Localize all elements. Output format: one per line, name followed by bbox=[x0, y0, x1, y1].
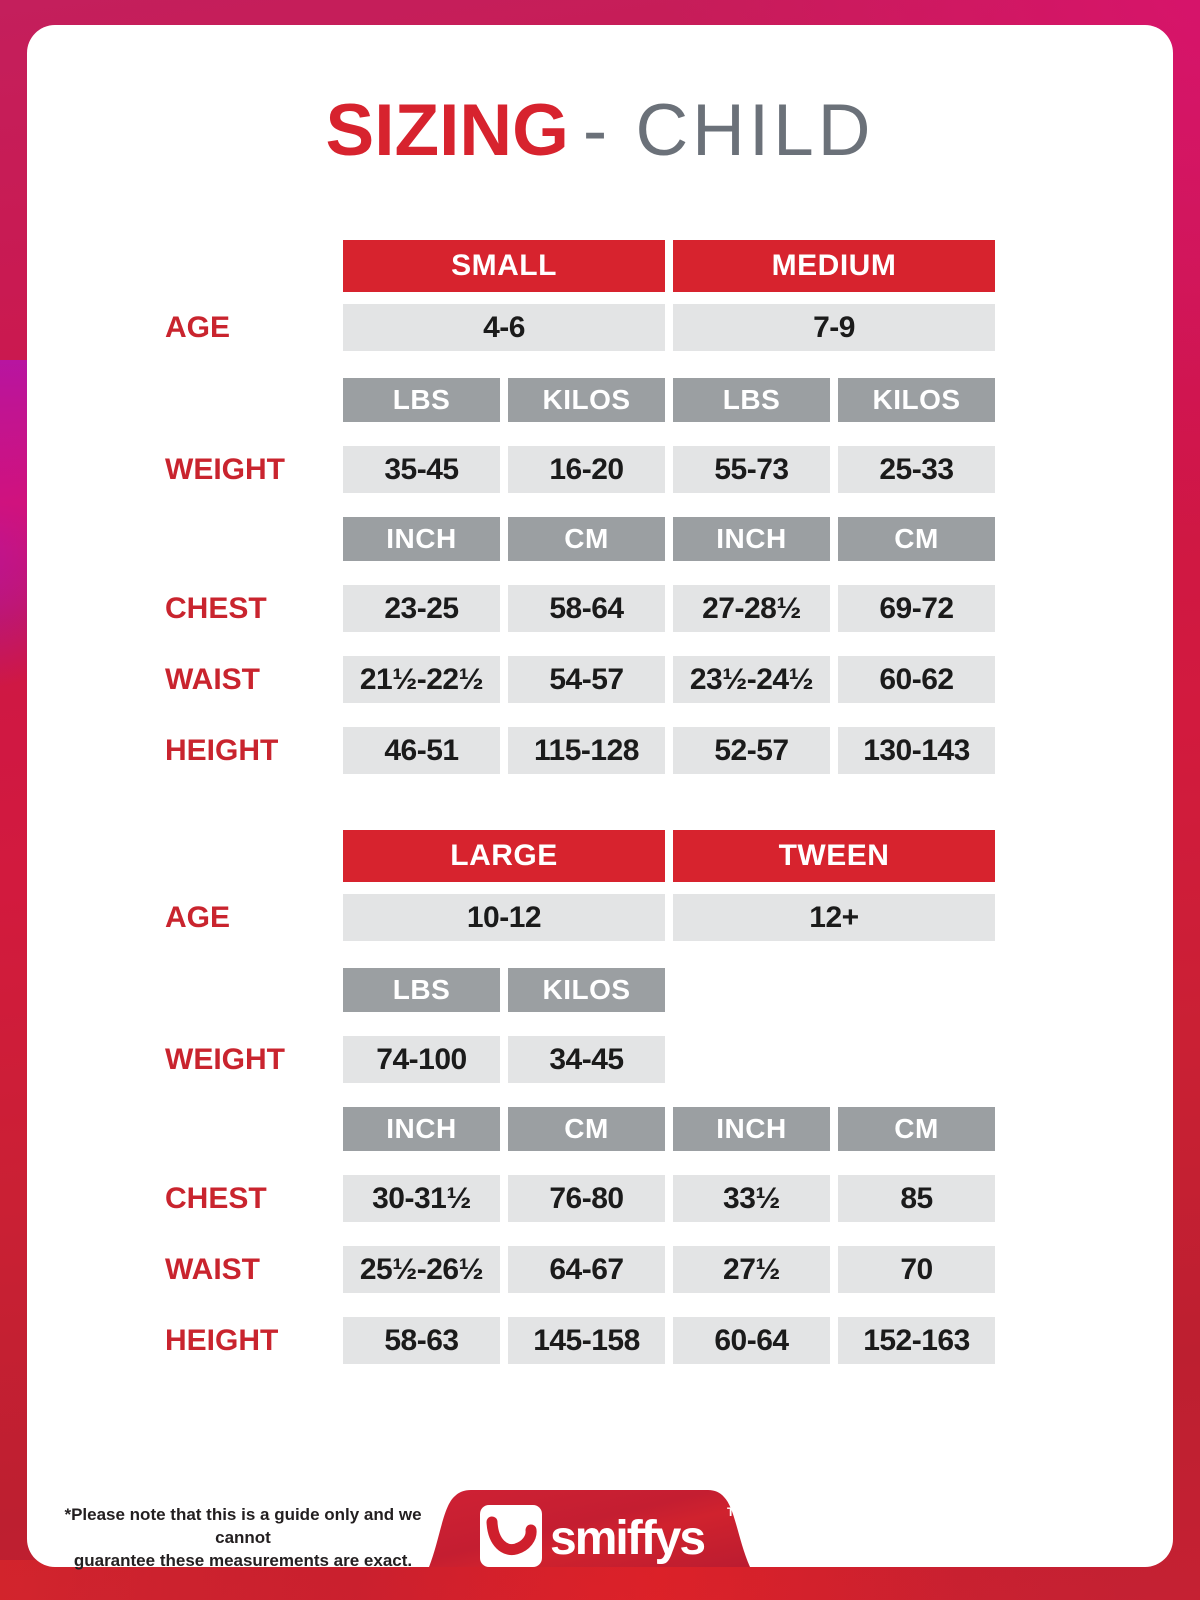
age-row: AGE 10-12 12+ bbox=[27, 894, 995, 941]
disclaimer-line-1: *Please note that this is a guide only a… bbox=[64, 1505, 422, 1547]
row-label-chest: CHEST bbox=[165, 591, 267, 625]
spacer bbox=[27, 830, 335, 882]
height-row: HEIGHT 46-51 115-128 52-57 130-143 bbox=[27, 727, 995, 774]
row-label-age: AGE bbox=[165, 900, 231, 934]
size-header-tween: TWEEN bbox=[673, 830, 995, 882]
age-value-cell: 4-6 bbox=[343, 304, 665, 351]
row-label-waist: WAIST bbox=[165, 1252, 260, 1286]
measurement-value-cell: 52-57 bbox=[673, 727, 830, 774]
title-sizing: SIZING bbox=[325, 90, 569, 171]
disclaimer-line-2: guarantee these measurements are exact. bbox=[73, 1551, 413, 1570]
row-label-chest: CHEST bbox=[165, 1181, 267, 1215]
size-header-medium: MEDIUM bbox=[673, 240, 995, 292]
measurement-value-cell: 76-80 bbox=[508, 1175, 665, 1222]
measurement-value-cell: 58-63 bbox=[343, 1317, 500, 1364]
chest-row: CHEST 23-25 58-64 27-28½ 69-72 bbox=[27, 585, 995, 632]
age-value-cell: 10-12 bbox=[343, 894, 665, 941]
row-label-weight: WEIGHT bbox=[165, 1042, 285, 1076]
size-table-small-medium: SMALL MEDIUM AGE 4-6 7-9 LBS KILOS LBS K… bbox=[27, 240, 995, 774]
measurement-value-cell: 27½ bbox=[673, 1246, 830, 1293]
size-table-large-tween: LARGE TWEEN AGE 10-12 12+ LBS KILOS WEIG… bbox=[27, 830, 995, 1364]
age-value-cell: 12+ bbox=[673, 894, 995, 941]
height-row: HEIGHT 58-63 145-158 60-64 152-163 bbox=[27, 1317, 995, 1364]
weight-units-row: LBS KILOS bbox=[27, 968, 995, 1012]
measurement-value-cell: 30-31½ bbox=[343, 1175, 500, 1222]
measurement-value-cell: 85 bbox=[838, 1175, 995, 1222]
row-label-age: AGE bbox=[165, 310, 231, 344]
spacer bbox=[27, 378, 335, 422]
measurement-value-cell: 21½-22½ bbox=[343, 656, 500, 703]
logo-wordmark: smiffys bbox=[550, 1512, 704, 1565]
sizing-card: SIZING - CHILD SMALL MEDIUM AGE 4-6 7-9 L… bbox=[27, 25, 1173, 1570]
unit-header-cell: KILOS bbox=[838, 378, 995, 422]
title-child: - CHILD bbox=[582, 90, 875, 171]
measurement-value-cell: 35-45 bbox=[343, 446, 500, 493]
age-value-cell: 7-9 bbox=[673, 304, 995, 351]
size-header-row: LARGE TWEEN bbox=[27, 830, 995, 882]
smile-icon bbox=[486, 1516, 537, 1556]
disclaimer-text: *Please note that this is a guide only a… bbox=[45, 1503, 441, 1572]
unit-header-cell: INCH bbox=[673, 517, 830, 561]
measurement-value-cell: 64-67 bbox=[508, 1246, 665, 1293]
measurement-value-cell: 70 bbox=[838, 1246, 995, 1293]
measurement-value-cell: 25-33 bbox=[838, 446, 995, 493]
measure-units-row: INCH CM INCH CM bbox=[27, 1107, 995, 1151]
measurement-value-cell: 60-64 bbox=[673, 1317, 830, 1364]
row-label-height: HEIGHT bbox=[165, 1323, 279, 1357]
measurement-value-cell: 54-57 bbox=[508, 656, 665, 703]
measurement-value-cell: 23-25 bbox=[343, 585, 500, 632]
measurement-value-cell: 69-72 bbox=[838, 585, 995, 632]
size-header-large: LARGE bbox=[343, 830, 665, 882]
unit-header-cell: INCH bbox=[673, 1107, 830, 1151]
logo-tm-mark: TM bbox=[727, 1505, 744, 1519]
chest-row: CHEST 30-31½ 76-80 33½ 85 bbox=[27, 1175, 995, 1222]
size-header-small: SMALL bbox=[343, 240, 665, 292]
waist-row: WAIST 25½-26½ 64-67 27½ 70 bbox=[27, 1246, 995, 1293]
spacer bbox=[27, 968, 335, 1012]
unit-header-cell: CM bbox=[508, 1107, 665, 1151]
age-row: AGE 4-6 7-9 bbox=[27, 304, 995, 351]
measurement-value-cell: 34-45 bbox=[508, 1036, 665, 1083]
row-label-waist: WAIST bbox=[165, 662, 260, 696]
row-label-height: HEIGHT bbox=[165, 733, 279, 767]
row-label-weight: WEIGHT bbox=[165, 452, 285, 486]
measurement-value-cell: 58-64 bbox=[508, 585, 665, 632]
measurement-value-cell: 55-73 bbox=[673, 446, 830, 493]
unit-header-cell: KILOS bbox=[508, 968, 665, 1012]
measurement-value-cell: 16-20 bbox=[508, 446, 665, 493]
measurement-value-cell: 46-51 bbox=[343, 727, 500, 774]
measurement-value-cell: 130-143 bbox=[838, 727, 995, 774]
weight-units-row: LBS KILOS LBS KILOS bbox=[27, 378, 995, 422]
unit-header-cell: LBS bbox=[673, 378, 830, 422]
measurement-value-cell: 25½-26½ bbox=[343, 1246, 500, 1293]
waist-row: WAIST 21½-22½ 54-57 23½-24½ 60-62 bbox=[27, 656, 995, 703]
unit-header-cell: CM bbox=[838, 517, 995, 561]
size-header-row: SMALL MEDIUM bbox=[27, 240, 995, 292]
smiffys-logo-badge: smiffys TM bbox=[429, 1490, 750, 1567]
unit-header-cell: LBS bbox=[343, 968, 500, 1012]
unit-header-cell: INCH bbox=[343, 1107, 500, 1151]
unit-header-cell: LBS bbox=[343, 378, 500, 422]
weight-row: WEIGHT 35-45 16-20 55-73 25-33 bbox=[27, 446, 995, 493]
measure-units-row: INCH CM INCH CM bbox=[27, 517, 995, 561]
unit-header-cell: KILOS bbox=[508, 378, 665, 422]
measurement-value-cell: 33½ bbox=[673, 1175, 830, 1222]
measurement-value-cell: 23½-24½ bbox=[673, 656, 830, 703]
measurement-value-cell: 74-100 bbox=[343, 1036, 500, 1083]
measurement-value-cell: 145-158 bbox=[508, 1317, 665, 1364]
unit-header-cell: CM bbox=[508, 517, 665, 561]
unit-header-cell: INCH bbox=[343, 517, 500, 561]
measurement-value-cell: 115-128 bbox=[508, 727, 665, 774]
unit-header-cell: CM bbox=[838, 1107, 995, 1151]
spacer bbox=[27, 1107, 335, 1151]
spacer bbox=[27, 517, 335, 561]
weight-row: WEIGHT 74-100 34-45 bbox=[27, 1036, 995, 1083]
spacer bbox=[27, 240, 335, 292]
measurement-value-cell: 60-62 bbox=[838, 656, 995, 703]
measurement-value-cell: 152-163 bbox=[838, 1317, 995, 1364]
page-title: SIZING - CHILD bbox=[27, 89, 1173, 172]
measurement-value-cell: 27-28½ bbox=[673, 585, 830, 632]
